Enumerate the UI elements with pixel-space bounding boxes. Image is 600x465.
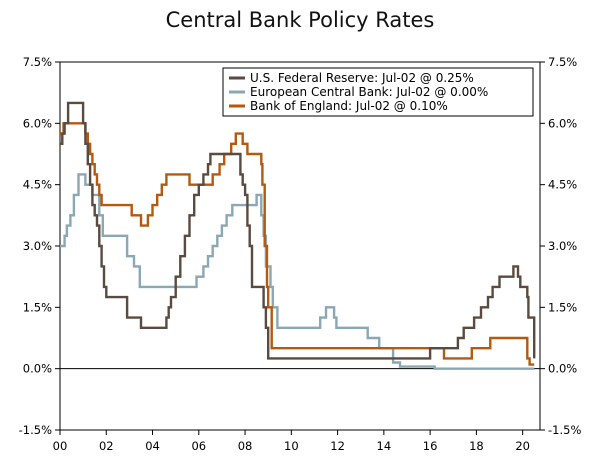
y-tick-label-right: -1.5% (548, 423, 581, 437)
legend-box (222, 67, 534, 117)
y-tick-label-right: 7.5% (548, 55, 577, 69)
y-tick-label-right: 4.5% (548, 178, 577, 192)
legend-item-boe-label: Bank of England: Jul-02 @ 0.10% (250, 99, 448, 113)
x-tick-label: 02 (99, 439, 114, 453)
plot-frame (59, 61, 541, 431)
y-tick-label-right: 0.0% (548, 362, 577, 376)
x-tick-label: 10 (284, 439, 299, 453)
x-tick-label: 14 (377, 439, 392, 453)
y-tick-label-right: 1.5% (548, 300, 577, 314)
y-tick-label-left: 3.0% (23, 239, 52, 253)
y-tick-label-left: 6.0% (23, 116, 52, 130)
series-line-boe (60, 122, 535, 366)
series-line-ecb (60, 173, 535, 370)
y-tick-label-left: -1.5% (19, 423, 52, 437)
x-tick-label: 04 (145, 439, 160, 453)
x-tick-label: 16 (423, 439, 438, 453)
y-tick-label-left: 7.5% (23, 55, 52, 69)
y-tick-label-left: 1.5% (23, 300, 52, 314)
chart-title: Central Bank Policy Rates (165, 8, 435, 32)
y-tick-label-left: 4.5% (23, 178, 52, 192)
series-line-fed (60, 101, 536, 360)
y-tick-label-left: 0.0% (23, 362, 52, 376)
legend-item-fed-label: U.S. Federal Reserve: Jul-02 @ 0.25% (250, 71, 474, 85)
y-tick-label-right: 3.0% (548, 239, 577, 253)
x-tick-label: 08 (238, 439, 253, 453)
legend-item-ecb-label: European Central Bank: Jul-02 @ 0.00% (250, 85, 488, 99)
x-tick-label: 20 (515, 439, 530, 453)
x-tick-label: 00 (53, 439, 68, 453)
x-tick-label: 12 (330, 439, 345, 453)
y-tick-label-right: 6.0% (548, 116, 577, 130)
x-tick-label: 06 (191, 439, 206, 453)
x-tick-label: 18 (469, 439, 484, 453)
